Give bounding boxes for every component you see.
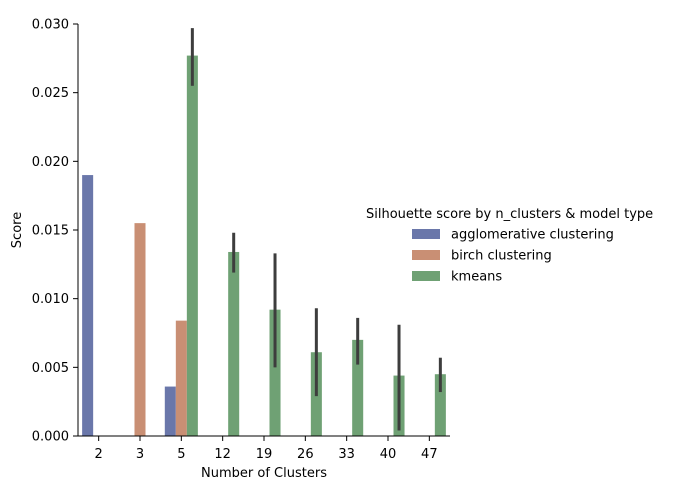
x-axis-title: Number of Clusters xyxy=(201,466,327,481)
legend-title: Silhouette score by n_clusters & model t… xyxy=(366,207,653,222)
error-bars-group xyxy=(190,28,442,431)
x-tick-label: 19 xyxy=(256,447,273,462)
y-tick-label: 0.020 xyxy=(32,155,69,170)
bar-birch-clustering-5 xyxy=(175,320,187,436)
x-tick-label: 40 xyxy=(380,447,397,462)
x-tick-label: 47 xyxy=(421,447,438,462)
y-tick-label: 0.005 xyxy=(32,361,69,376)
x-tick-label: 5 xyxy=(177,447,185,462)
x-tick-label: 2 xyxy=(95,447,103,462)
y-tick-label: 0.000 xyxy=(32,430,69,445)
bars-group xyxy=(82,55,446,437)
bar-kmeans-47 xyxy=(434,374,446,436)
bar-birch-clustering-3 xyxy=(134,223,146,436)
bar-kmeans-19 xyxy=(269,309,281,436)
y-tick-label: 0.030 xyxy=(32,18,69,33)
legend-label: kmeans xyxy=(451,270,502,285)
y-tick-label: 0.015 xyxy=(32,224,69,239)
legend: Silhouette score by n_clusters & model t… xyxy=(366,207,653,285)
legend-label: agglomerative clustering xyxy=(451,228,614,243)
bar-agglomerative-clustering-5 xyxy=(164,386,176,436)
y-tick-label: 0.025 xyxy=(32,86,69,101)
x-ticks-group: 2 3 5 12 19 26 33 40 47 xyxy=(95,436,438,462)
x-tick-label: 3 xyxy=(136,447,144,462)
legend-items: agglomerative clustering birch clustering… xyxy=(412,228,614,285)
x-tick-label: 33 xyxy=(338,447,355,462)
y-tick-label: 0.010 xyxy=(32,292,69,307)
bar-kmeans-33 xyxy=(352,339,364,436)
bar-agglomerative-clustering-2 xyxy=(82,175,94,437)
y-axis-title: Score xyxy=(10,212,25,248)
legend-swatch xyxy=(412,250,440,260)
bar-kmeans-12 xyxy=(228,251,240,436)
legend-swatch xyxy=(412,271,440,281)
x-tick-label: 26 xyxy=(297,447,314,462)
legend-swatch xyxy=(412,229,440,239)
legend-label: birch clustering xyxy=(451,249,552,264)
x-tick-label: 12 xyxy=(214,447,231,462)
bar-kmeans-5 xyxy=(186,55,198,436)
y-ticks-group: 0.000 0.005 0.010 0.015 0.020 0.025 0.030 xyxy=(32,18,78,445)
